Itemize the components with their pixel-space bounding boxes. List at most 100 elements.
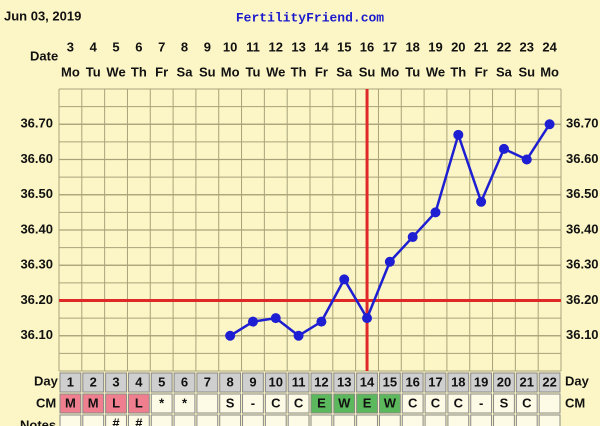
weekday-label: Th: [291, 64, 307, 79]
cm-cell: [127, 393, 150, 414]
y-tick-label: 36.70: [20, 116, 53, 131]
day-label: 21: [520, 374, 534, 389]
notes-cell: [196, 414, 219, 426]
date-label: 8: [181, 39, 188, 54]
date-label: 22: [497, 39, 511, 54]
day-cell: [333, 372, 356, 393]
cm-cell: [378, 393, 401, 414]
notes-cell: [310, 414, 333, 426]
weekday-label: Fr: [475, 64, 488, 79]
y-tick-label: 36.50: [20, 186, 53, 201]
temp-point: [270, 313, 281, 324]
date-label: 12: [269, 39, 283, 54]
weekday-label: Su: [518, 64, 535, 79]
notes-cell: [219, 414, 242, 426]
cm-cell: [287, 393, 310, 414]
notes-cell: [424, 414, 447, 426]
y-tick-label-right: 36.40: [566, 221, 599, 236]
y-tick-label-right: 36.10: [566, 327, 599, 342]
weekday-label: Mo: [540, 64, 559, 79]
weekday-label: Tu: [245, 64, 260, 79]
cm-label: *: [159, 395, 165, 410]
date-label: 4: [90, 39, 98, 54]
cm-label: L: [112, 395, 120, 410]
day-label: 14: [360, 374, 375, 389]
day-cell: [127, 372, 150, 393]
weekday-label: We: [266, 64, 285, 79]
weekday-label: Th: [450, 64, 466, 79]
day-label: 9: [249, 374, 256, 389]
notes-cell: [173, 414, 196, 426]
day-cell: [105, 372, 127, 393]
day-cell: [287, 372, 310, 393]
notes-cell: [333, 414, 356, 426]
notes-row-label: Notes: [20, 417, 56, 426]
day-cell: [173, 372, 196, 393]
cm-label: M: [65, 395, 76, 410]
date-label: 13: [291, 39, 305, 54]
cm-label: C: [454, 395, 464, 410]
cm-row-label: CM: [36, 395, 56, 410]
notes-cell: [356, 414, 378, 426]
day-cell: [196, 372, 219, 393]
cm-label: E: [317, 395, 326, 410]
cm-cell: [424, 393, 447, 414]
weekday-label: We: [106, 64, 125, 79]
cm-label: -: [251, 395, 255, 410]
date-label: 24: [542, 39, 557, 54]
temp-point: [430, 207, 441, 218]
day-cell: [219, 372, 242, 393]
cm-cell: [219, 393, 242, 414]
cm-label: -: [479, 395, 483, 410]
weekday-label: Sa: [336, 64, 353, 79]
temp-point: [544, 119, 555, 130]
cm-cell: [150, 393, 173, 414]
notes-cell: [378, 414, 401, 426]
temp-point: [498, 143, 509, 154]
weekday-label: Th: [131, 64, 147, 79]
cm-label: W: [384, 395, 397, 410]
notes-cell: [264, 414, 287, 426]
cm-label: *: [182, 395, 188, 410]
weekday-label: Mo: [380, 64, 399, 79]
date-label: 6: [135, 39, 142, 54]
cm-cell: [470, 393, 493, 414]
temp-point: [476, 196, 487, 207]
date-label: 18: [405, 39, 419, 54]
date-label: 5: [112, 39, 119, 54]
date-label: 21: [474, 39, 488, 54]
notes-cell: [242, 414, 264, 426]
day-cell: [242, 372, 264, 393]
cm-label: C: [271, 395, 281, 410]
day-label: 5: [158, 374, 165, 389]
site-name: FertilityFriend.com: [236, 10, 384, 25]
day-cell: [310, 372, 333, 393]
date-label: 23: [520, 39, 534, 54]
day-label: 22: [542, 374, 556, 389]
day-label: 4: [135, 374, 143, 389]
cm-cell: [447, 393, 470, 414]
day-label: 17: [428, 374, 442, 389]
day-cell: [59, 372, 82, 393]
temp-point: [384, 256, 395, 267]
day-label: 1: [67, 374, 74, 389]
y-tick-label: 36.10: [20, 327, 53, 342]
cm-cell: [356, 393, 378, 414]
day-label: 15: [383, 374, 397, 389]
weekday-label: Mo: [61, 64, 80, 79]
chart-date: Jun 03, 2019: [4, 8, 81, 23]
cm-label: C: [408, 395, 418, 410]
day-label: 20: [497, 374, 511, 389]
weekday-label: Tu: [405, 64, 420, 79]
notes-cell: [127, 414, 150, 426]
notes-cell: [470, 414, 493, 426]
y-tick-label: 36.30: [20, 257, 53, 272]
day-label: 13: [337, 374, 351, 389]
temp-point: [293, 330, 304, 341]
day-cell: [470, 372, 493, 393]
date-label: 15: [337, 39, 351, 54]
cm-row-label-right: CM: [565, 395, 585, 410]
day-label: 18: [451, 374, 465, 389]
day-label: 7: [204, 374, 211, 389]
